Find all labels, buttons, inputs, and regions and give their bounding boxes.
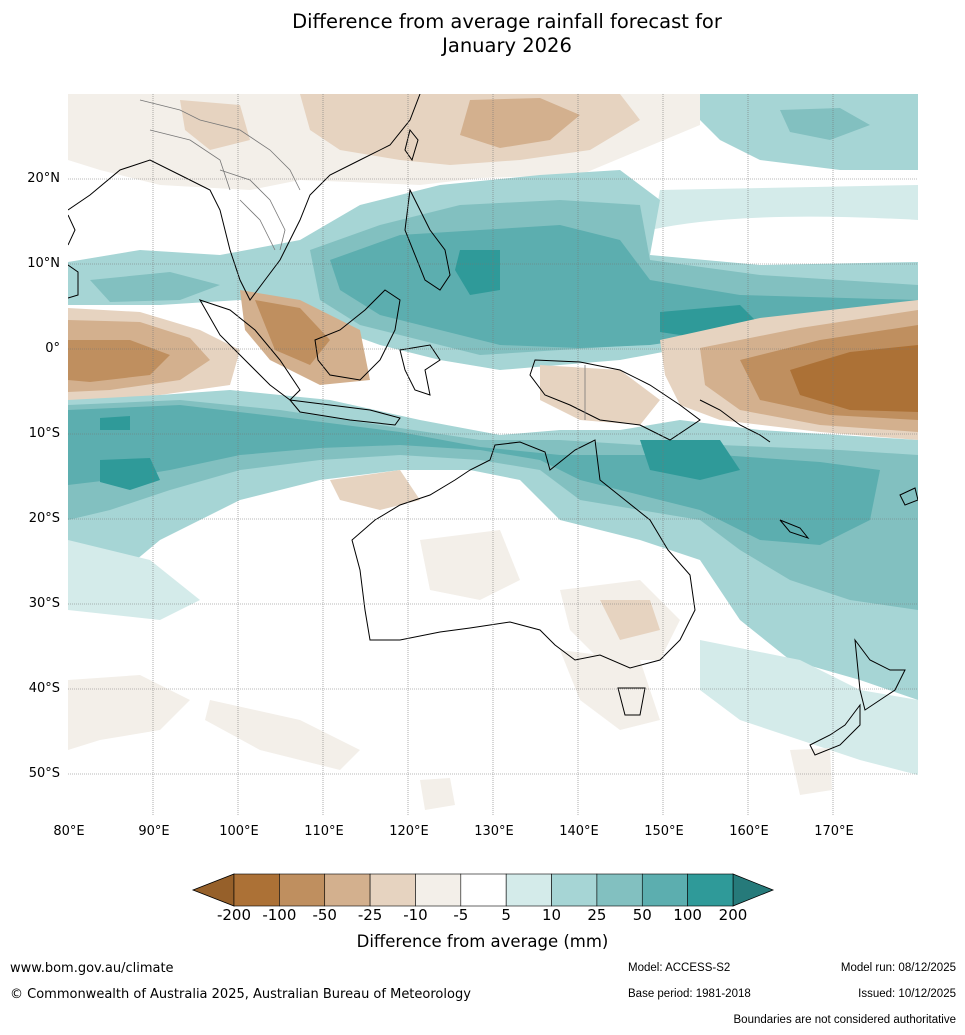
lat-label-10s: 10°S — [28, 426, 60, 441]
solomon-islands-coastline — [699, 399, 771, 443]
gridlines — [68, 94, 918, 816]
colorbar-tick-label: -25 — [357, 906, 383, 924]
footer-issued: Issued: 10/12/2025 — [858, 988, 956, 1000]
colorbar-tick-label: 5 — [501, 906, 511, 924]
australia-coastline — [351, 439, 696, 669]
java-coastline — [288, 399, 401, 426]
footer-copyright: © Commonwealth of Australia 2025, Austra… — [10, 987, 471, 1002]
borneo-coastline — [314, 289, 401, 381]
india-coastline — [68, 214, 76, 246]
wet-anomaly-south — [68, 390, 918, 775]
footer-model-run: Model run: 08/12/2025 — [840, 962, 956, 974]
lat-label-10n: 10°N — [27, 256, 60, 271]
colorbar-segment — [279, 873, 326, 907]
colorbar-title: Difference from average (mm) — [356, 932, 609, 951]
colorbar-tick-label: -10 — [403, 906, 428, 924]
lon-label-130e: 130°E — [474, 824, 514, 839]
colorbar-tick-label: -50 — [312, 906, 337, 924]
country-borders — [139, 99, 586, 420]
colorbar-segment — [641, 873, 688, 907]
footer-website: www.bom.gov.au/climate — [10, 961, 174, 976]
dry-anomaly-equatorial — [68, 290, 918, 440]
colorbar-segment — [551, 873, 598, 907]
lon-label-140e: 140°E — [559, 824, 599, 839]
lat-label-20n: 20°N — [27, 171, 60, 186]
footer-base-period: Base period: 1981-2018 — [628, 988, 751, 1000]
footer-disclaimer: Boundaries are not considered authoritat… — [733, 1014, 956, 1026]
lon-label-170e: 170°E — [814, 824, 854, 839]
colorbar-segment — [369, 873, 416, 907]
tasmania-coastline — [617, 687, 646, 716]
dry-anomaly-north — [68, 94, 700, 190]
fiji-coastline — [899, 487, 918, 506]
colorbar-segment — [324, 873, 371, 907]
colorbar-segment — [233, 873, 280, 907]
title-line-1: Difference from average rainfall forecas… — [292, 10, 722, 33]
lon-label-110e: 110°E — [304, 824, 344, 839]
colorbar-tick-label: -100 — [262, 906, 297, 924]
lon-label-100e: 100°E — [219, 824, 259, 839]
lon-label-120e: 120°E — [389, 824, 429, 839]
colorbar-tick-label: 200 — [718, 906, 748, 924]
colorbar-segment — [460, 873, 507, 907]
colorbar-segment — [687, 873, 734, 907]
colorbar-tick-label: 100 — [673, 906, 702, 924]
lat-label-20s: 20°S — [28, 511, 60, 526]
dry-anomaly-australia — [68, 470, 832, 810]
map-panel — [68, 94, 918, 816]
map-title: Difference from average rainfall forecas… — [0, 10, 965, 58]
colorbar-tick-label: -5 — [453, 906, 469, 924]
colorbar — [191, 873, 775, 907]
sumatra-coastline — [198, 299, 301, 401]
colorbar-low-extend — [191, 873, 235, 907]
lon-label-150e: 150°E — [644, 824, 684, 839]
colorbar-tick-label: 10 — [541, 906, 562, 924]
colorbar-segment — [596, 873, 643, 907]
footer-model: Model: ACCESS-S2 — [628, 962, 731, 974]
colorbar-segment — [505, 873, 552, 907]
lat-label-40s: 40°S — [28, 681, 60, 696]
coastlines — [68, 94, 918, 756]
lon-label-90e: 90°E — [138, 824, 170, 839]
lon-label-160e: 160°E — [729, 824, 769, 839]
sri-lanka-coastline — [68, 264, 79, 299]
lat-label-50s: 50°S — [28, 766, 60, 781]
colorbar-tick-label: -200 — [216, 906, 252, 924]
taiwan-coastline — [404, 128, 419, 162]
colorbar-segment — [415, 873, 462, 907]
new-zealand-north-coastline — [854, 638, 906, 711]
sulawesi-coastline — [399, 344, 441, 396]
new-zealand-south-coastline — [809, 703, 861, 756]
new-guinea-coastline — [529, 359, 701, 441]
mainland-asia-coastline — [68, 94, 421, 301]
neutral-band-pacific — [650, 216, 918, 264]
new-caledonia-coastline — [779, 519, 810, 540]
philippines-coastline — [404, 188, 451, 291]
colorbar-tick-label: 25 — [587, 906, 607, 924]
colorbar-tick-label: 50 — [632, 906, 652, 924]
colorbar-high-extend — [732, 873, 775, 907]
lat-label-0: 0° — [45, 341, 60, 356]
title-line-2: January 2026 — [442, 34, 572, 57]
lon-label-80e: 80°E — [53, 824, 85, 839]
lat-label-30s: 30°S — [28, 596, 60, 611]
